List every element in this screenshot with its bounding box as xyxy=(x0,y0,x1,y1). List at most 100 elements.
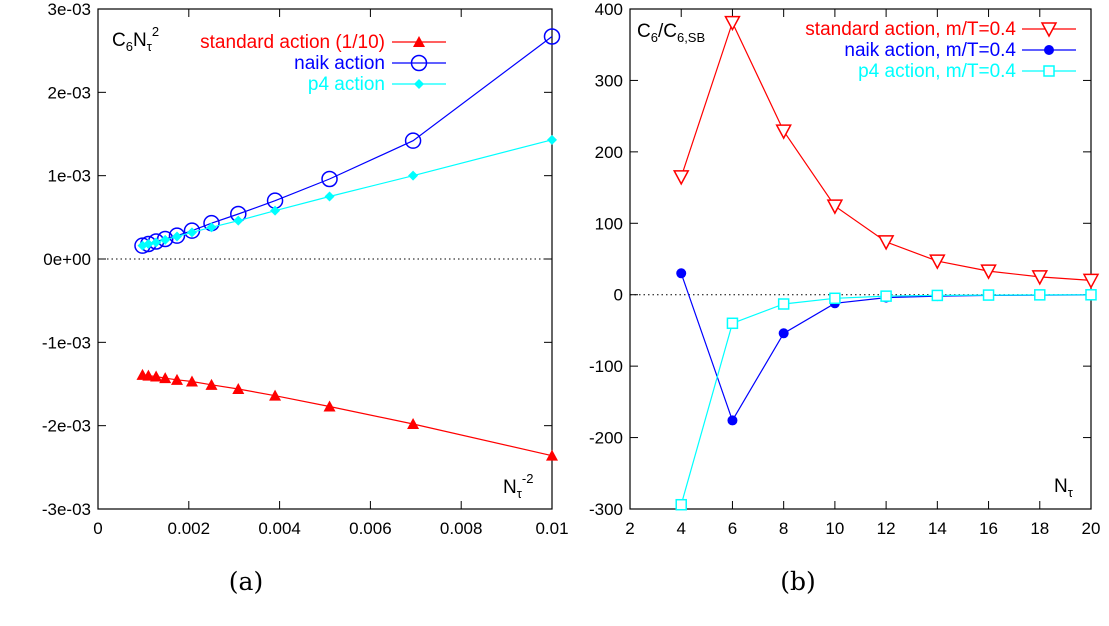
y-axis-label: C6Nτ2 xyxy=(112,24,159,54)
legend-label: standard action, m/T=0.4 xyxy=(805,19,1016,40)
x-tick-label: 8 xyxy=(779,519,788,538)
series-0 xyxy=(136,368,558,461)
chart-panel-b: -300 -200 -100 0 100 200 300 400 2 4 6 8 10 12 14 16 18 2… xyxy=(589,0,1100,596)
series-0 xyxy=(672,15,1100,290)
x-tick-label: 0.004 xyxy=(258,519,301,538)
data-point xyxy=(1082,273,1100,290)
data-point xyxy=(726,317,739,330)
data-point xyxy=(675,498,687,511)
x-tick-label: 0.008 xyxy=(440,519,483,538)
data-point xyxy=(1085,289,1097,301)
x-axis-label: Nτ xyxy=(1054,476,1074,500)
series-2 xyxy=(137,134,557,251)
panel-label: (a) xyxy=(229,567,263,596)
legend-marker xyxy=(413,36,425,47)
y-tick-label: -3e-03 xyxy=(42,500,91,519)
legend-label: naik action xyxy=(294,53,385,74)
y-tick-label: 200 xyxy=(595,143,623,162)
data-point xyxy=(170,373,183,385)
data-point xyxy=(929,254,946,270)
data-point xyxy=(931,289,944,302)
series-2 xyxy=(675,289,1097,511)
x-tick-label: 14 xyxy=(928,519,947,538)
data-point xyxy=(676,268,687,279)
data-point xyxy=(543,28,561,45)
y-tick-label: 300 xyxy=(595,71,623,90)
data-point xyxy=(270,205,281,216)
data-point xyxy=(205,378,218,390)
legend-marker xyxy=(1043,65,1055,77)
y-tick-label: 400 xyxy=(595,0,623,19)
data-point xyxy=(151,237,162,248)
data-point xyxy=(880,290,892,302)
y-axis-label: C6/C6,SB xyxy=(637,21,705,45)
x-tick-label: 6 xyxy=(728,519,737,538)
legend-label: p4 action, m/T=0.4 xyxy=(858,61,1016,82)
data-point xyxy=(724,15,741,32)
data-point xyxy=(982,289,995,301)
x-tick-label: 0.006 xyxy=(349,519,392,538)
data-point xyxy=(775,124,792,140)
data-point xyxy=(137,240,148,251)
x-tick-label: 0.002 xyxy=(168,519,211,538)
data-point xyxy=(321,170,338,188)
legend-marker xyxy=(1044,45,1054,55)
x-tick-label: 2 xyxy=(625,519,634,538)
y-tick-label: 0e+00 xyxy=(43,250,91,269)
legend-label: standard action (1/10) xyxy=(200,32,385,53)
x-tick-label: 4 xyxy=(676,519,685,538)
data-point xyxy=(171,231,182,242)
data-point xyxy=(727,415,738,426)
data-point xyxy=(777,298,790,310)
data-point xyxy=(778,328,789,339)
y-tick-label: -200 xyxy=(589,429,623,448)
y-tick-label: 1e-03 xyxy=(48,167,91,186)
data-point xyxy=(136,368,149,380)
data-point xyxy=(206,222,217,233)
data-point xyxy=(877,235,895,251)
legend-marker xyxy=(1040,22,1058,38)
series-line xyxy=(142,139,553,247)
data-point xyxy=(185,375,198,387)
data-point xyxy=(160,234,171,245)
data-point xyxy=(546,449,558,461)
data-point xyxy=(186,227,197,238)
y-tick-label: -300 xyxy=(589,500,623,519)
data-point xyxy=(269,389,282,401)
data-point xyxy=(826,199,844,215)
legend-label: naik action, m/T=0.4 xyxy=(844,40,1016,61)
x-tick-label: 10 xyxy=(825,519,844,538)
chart-panel-a: -3e-03 -2e-03 -1e-03 0e+00 1e-03 2e-03 3e-03 0 0… xyxy=(42,0,569,596)
data-point xyxy=(324,191,335,202)
data-point xyxy=(233,215,244,226)
x-tick-label: 16 xyxy=(979,519,998,538)
y-tick-label: -2e-03 xyxy=(42,417,91,436)
data-point xyxy=(168,227,186,244)
legend-marker xyxy=(414,79,424,89)
data-point xyxy=(232,383,245,394)
x-tick-label: 0.01 xyxy=(535,519,568,538)
x-axis-label: Nτ-2 xyxy=(503,471,533,501)
data-point xyxy=(980,264,997,280)
y-tick-label: 100 xyxy=(595,214,623,233)
y-tick-label: -1e-03 xyxy=(42,333,91,352)
x-tick-label: 20 xyxy=(1082,519,1101,538)
data-point xyxy=(547,134,557,145)
y-tick-label: 0 xyxy=(614,286,623,305)
data-point xyxy=(323,400,336,412)
x-tick-label: 12 xyxy=(877,519,896,538)
panel-label: (b) xyxy=(780,567,816,596)
series-line xyxy=(680,294,1092,505)
data-point xyxy=(408,170,419,181)
legend-marker xyxy=(410,54,428,72)
data-point xyxy=(672,170,690,186)
y-tick-label: 3e-03 xyxy=(48,0,91,19)
plot-frame xyxy=(629,8,1092,510)
data-point xyxy=(1034,289,1046,301)
x-tick-label: 0 xyxy=(93,519,102,538)
data-point xyxy=(407,418,420,429)
data-point xyxy=(159,372,172,384)
data-point xyxy=(1031,270,1049,286)
legend-label: p4 action xyxy=(308,74,385,95)
